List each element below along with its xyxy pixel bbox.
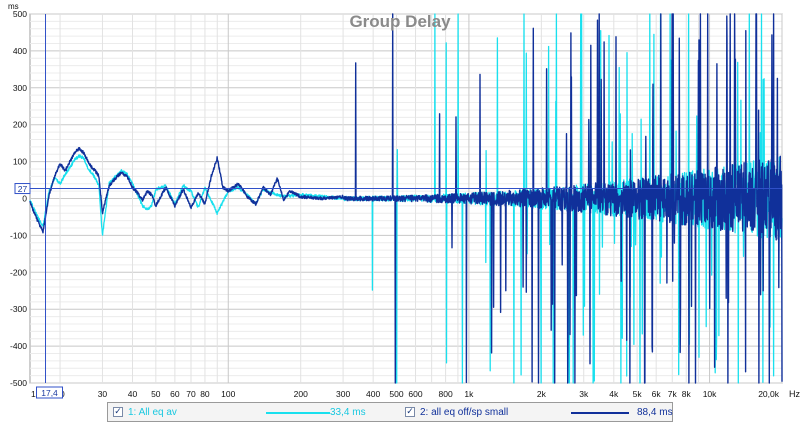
cursor-y-readout: 27 [18, 184, 28, 194]
series-lines [29, 13, 783, 384]
series-1-swatch [266, 412, 330, 414]
series-2-swatch [571, 412, 629, 414]
y-tick-label: 500 [13, 9, 27, 19]
x-tick-label: 5k [633, 389, 643, 399]
series-2-value: 88,4 ms [637, 407, 673, 418]
series-2-label[interactable]: 2: all eq off/sp small [420, 407, 509, 418]
x-tick-label: 30 [98, 389, 108, 399]
x-tick-label: 6k [652, 389, 662, 399]
y-axis-ticks: 500 400 300 200 100 0 -100 -200 -300 -400 -500 [10, 9, 27, 388]
cursor-x-readout-box [36, 386, 64, 399]
grid-lines [30, 13, 783, 384]
series-1-value: 33,4 ms [330, 407, 366, 418]
y-tick-label: -200 [10, 267, 27, 277]
y-tick-label: 200 [13, 120, 27, 130]
y-tick-label: -300 [10, 304, 27, 314]
x-tick-label: 800 [438, 389, 452, 399]
series-1-label[interactable]: 1: All eq av [128, 407, 177, 418]
cursor-crosshair[interactable]: 27 17,4 [14, 14, 782, 399]
y-tick-label: 300 [13, 83, 27, 93]
x-tick-label: 50 [151, 389, 161, 399]
y-tick-label: 400 [13, 46, 27, 56]
x-tick-label: 100 [221, 389, 235, 399]
cursor-x-readout: 17,4 [41, 388, 58, 398]
x-tick-label: 80 [200, 389, 210, 399]
x-tick-label: 4k [609, 389, 619, 399]
y-axis-unit: ms [8, 2, 19, 11]
x-tick-label: 2k [537, 389, 547, 399]
x-tick-label: 300 [336, 389, 350, 399]
x-tick-label: 8k [682, 389, 692, 399]
series-2-checkbox[interactable]: ✓ [405, 407, 415, 417]
x-tick-label: 500 [389, 389, 403, 399]
x-tick-label: 10k [703, 389, 717, 399]
x-tick-label: 600 [408, 389, 422, 399]
y-tick-label: -400 [10, 341, 27, 351]
x-tick-label: 200 [294, 389, 308, 399]
x-tick-label: 15 [31, 389, 41, 399]
legend-bar: ✓ 1: All eq av 33,4 ms ✓ 2: all eq off/s… [107, 402, 673, 422]
x-tick-label: 20,0k [758, 389, 780, 399]
x-tick-label: 3k [579, 389, 589, 399]
cursor-y-readout-box [14, 183, 31, 195]
y-tick-label: 100 [13, 157, 27, 167]
y-tick-label: -100 [10, 230, 27, 240]
x-tick-label: 1k [464, 389, 474, 399]
x-axis-unit: Hz [789, 389, 800, 399]
x-tick-label: 7k [668, 389, 678, 399]
x-tick-label: 40 [128, 389, 138, 399]
x-tick-label: 400 [366, 389, 380, 399]
y-tick-label: 0 [22, 194, 27, 204]
y-tick-label: -500 [10, 378, 27, 388]
series-line-2 [29, 13, 783, 384]
series-1-checkbox[interactable]: ✓ [113, 407, 123, 417]
x-axis-ticks: 15203040506070801002003004005006008001k2… [31, 389, 780, 399]
x-tick-label: 70 [186, 389, 196, 399]
x-tick-label: 60 [170, 389, 180, 399]
chart-title: Group Delay [349, 12, 451, 31]
